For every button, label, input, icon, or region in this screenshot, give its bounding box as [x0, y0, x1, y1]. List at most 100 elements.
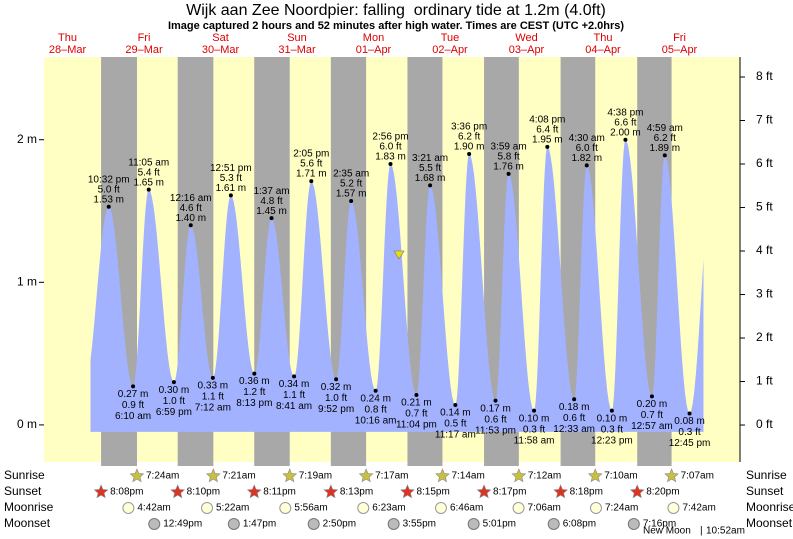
tide-time: 7:12 am	[195, 403, 231, 414]
sunrise-time: 7:10am	[604, 471, 637, 482]
sunset-icon	[553, 484, 569, 499]
y2-tick-label: 0 ft	[756, 417, 773, 431]
tide-time: 4:59 am	[647, 123, 683, 134]
y2-tick-label: 4 ft	[756, 243, 773, 257]
tide-point	[493, 398, 498, 403]
day-name: Wed	[515, 32, 537, 44]
sunrise-time: 7:07am	[681, 471, 714, 482]
tide-point	[106, 204, 111, 209]
moonset-time: 12:49pm	[163, 519, 202, 530]
y2-tick-label: 7 ft	[756, 113, 773, 127]
moonrise-icon	[589, 502, 602, 514]
tide-point	[373, 388, 378, 393]
tide-height-m: 1.76 m	[493, 162, 524, 173]
row-label: Sunset	[4, 484, 42, 498]
tide-time: 8:13 pm	[236, 398, 272, 409]
tide-height-ft: 5.2 ft	[340, 179, 362, 190]
sunset-time: 8:08pm	[110, 487, 143, 498]
tide-height-ft: 0.7 ft	[405, 409, 427, 420]
tide-height-ft: 6.2 ft	[458, 132, 480, 143]
tide-height-ft: 1.2 ft	[243, 387, 265, 398]
day-name: Thu	[594, 32, 613, 44]
sunrise-time: 7:19am	[299, 471, 332, 482]
sunset-icon	[400, 484, 415, 499]
tide-height-ft: 0.3 ft	[523, 424, 545, 435]
moonset-time: 7:16pm	[643, 519, 676, 530]
row-label: Moonset	[4, 516, 51, 530]
tide-time: 11:17 am	[435, 430, 476, 441]
moonrise-time: 5:56am	[294, 503, 327, 514]
day-date: 01–Apr	[356, 44, 392, 56]
moon-phase-name: New Moon	[643, 526, 691, 537]
sunset-icon	[93, 484, 109, 499]
tide-point	[453, 402, 458, 407]
row-label: Sunrise	[746, 468, 787, 482]
tide-point	[188, 223, 193, 228]
tide-height-m: 0.10 m	[597, 413, 628, 424]
tide-height-m: 0.30 m	[159, 385, 190, 396]
moonrise-icon	[357, 502, 370, 514]
sunset-time: 8:20pm	[646, 487, 679, 498]
tide-height-ft: 0.9 ft	[122, 400, 144, 411]
sunset-time: 8:18pm	[570, 487, 603, 498]
sunrise-icon	[587, 468, 603, 483]
tide-point	[623, 137, 628, 142]
tide-height-m: 0.21 m	[401, 398, 432, 409]
moonrise-time: 7:24am	[605, 503, 638, 514]
sunset-time: 8:15pm	[416, 487, 449, 498]
tide-time: 4:08 pm	[529, 114, 565, 125]
day-date: 29–Mar	[125, 44, 163, 56]
tide-time: 12:23 pm	[591, 435, 633, 446]
tide-point	[584, 163, 589, 168]
tide-height-m: 0.33 m	[198, 381, 229, 392]
sunrise-time: 7:21am	[222, 471, 255, 482]
sunset-icon	[246, 484, 262, 499]
tide-height-m: 0.17 m	[480, 403, 511, 414]
moonrise-time: 7:42am	[682, 503, 715, 514]
day-name: Sun	[287, 32, 307, 44]
tide-height-ft: 0.5 ft	[444, 419, 466, 430]
tide-height-ft: 6.4 ft	[536, 124, 558, 135]
tide-height-ft: 4.6 ft	[180, 203, 202, 214]
tide-height-ft: 0.3 ft	[678, 427, 700, 438]
sunset-time: 8:17pm	[493, 487, 526, 498]
tide-time: 11:04 pm	[396, 420, 437, 431]
tide-point	[171, 380, 176, 385]
sunrise-icon	[358, 468, 374, 483]
tide-point	[532, 408, 537, 413]
tide-height-ft: 0.7 ft	[641, 410, 663, 421]
tide-time: 8:41 am	[276, 401, 312, 412]
y2-tick-label: 2 ft	[756, 330, 773, 344]
tide-height-m: 0.32 m	[321, 382, 352, 393]
tide-time: 12:57 am	[631, 421, 673, 432]
tide-height-ft: 5.8 ft	[497, 152, 519, 163]
tide-time: 6:10 am	[115, 411, 151, 422]
tide-time: 1:37 am	[253, 186, 289, 197]
tide-point	[388, 161, 393, 166]
tide-point	[252, 371, 257, 376]
moonrise-time: 7:06am	[528, 503, 561, 514]
tide-height-m: 1.68 m	[415, 173, 446, 184]
moonset-icon	[148, 518, 161, 530]
tide-height-m: 0.34 m	[279, 379, 310, 390]
moonrise-time: 6:23am	[372, 503, 405, 514]
tide-height-ft: 5.0 ft	[98, 184, 120, 195]
tide-height-ft: 0.8 ft	[365, 404, 387, 415]
day-name: Tue	[441, 32, 460, 44]
sunset-time: 8:10pm	[187, 487, 220, 498]
tide-height-m: 1.89 m	[649, 143, 680, 154]
tide-point	[309, 179, 314, 184]
tide-height-m: 1.71 m	[296, 169, 327, 180]
tide-height-ft: 1.1 ft	[283, 390, 305, 401]
tide-point	[292, 374, 297, 379]
tide-height-ft: 6.0 ft	[379, 142, 401, 153]
moonrise-icon	[667, 502, 680, 514]
tide-height-m: 0.27 m	[118, 389, 149, 400]
sunrise-icon	[205, 468, 221, 483]
sunset-time: 8:11pm	[263, 487, 296, 498]
tide-height-m: 0.20 m	[637, 399, 668, 410]
moonset-time: 2:50pm	[323, 519, 356, 530]
tide-height-m: 1.40 m	[175, 213, 206, 224]
day-date: 04–Apr	[585, 44, 621, 56]
